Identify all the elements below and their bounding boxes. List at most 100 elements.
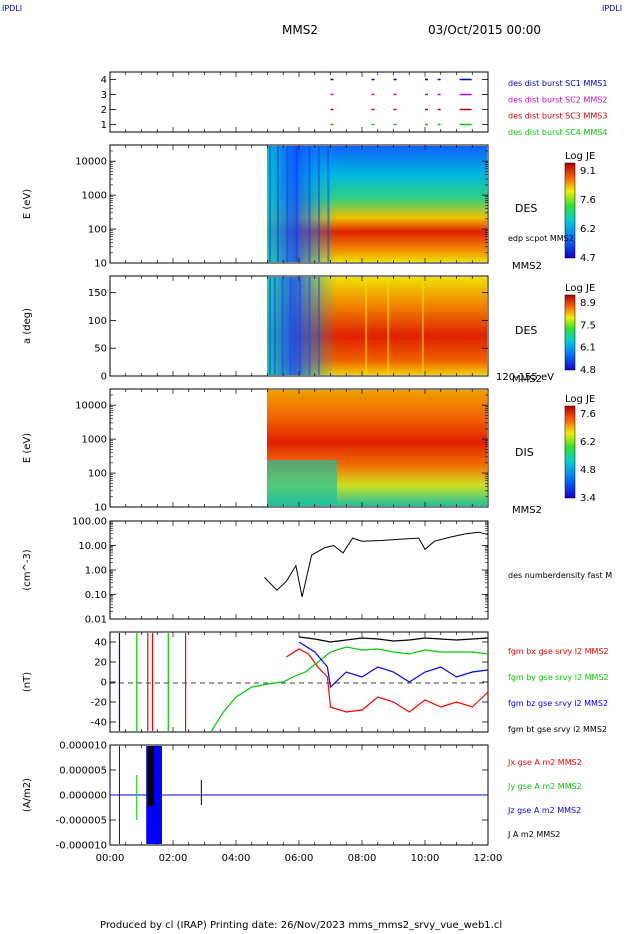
colorbar-tick-label: 7.5	[580, 320, 596, 331]
y-tick-label: -40	[91, 718, 107, 729]
y-tick-label: 1000	[82, 435, 107, 446]
x-tick-label: 12:00	[474, 853, 503, 864]
colorbar-tick-label: 4.7	[580, 253, 596, 264]
date-title: 03/Oct/2015 00:00	[428, 23, 541, 37]
des-energy-colorbar	[564, 162, 576, 259]
y-axis-label: (cm^-3)	[22, 549, 33, 590]
y-tick-label: 1000	[82, 191, 107, 202]
j-burst-block	[147, 746, 154, 806]
colorbar-title: Log JE	[565, 151, 595, 162]
spectrogram-streak	[317, 146, 320, 262]
corner-label-top-left: IPDLI	[2, 4, 22, 13]
x-tick-label: 00:00	[96, 853, 125, 864]
b-legend-entry: fgm by gse srvy l2 MMS2	[508, 673, 609, 682]
spacecraft-label: MMS2	[512, 505, 542, 516]
x-tick-label: 04:00	[222, 853, 251, 864]
corner-label-top-right: IPDLI	[602, 4, 622, 13]
instrument-label: DES	[515, 202, 537, 215]
spacecraft-title: MMS2	[282, 23, 318, 37]
y-tick-label: 100.00	[72, 517, 107, 528]
colorbar-tick-label: 7.6	[580, 195, 596, 206]
availability-legend-entry: des dist burst SC4 MMS4	[508, 128, 607, 137]
x-tick-label: 10:00	[411, 853, 440, 864]
spectrogram-streak	[387, 277, 390, 375]
y-tick-label: 100	[88, 225, 107, 236]
y-tick-label: 10000	[75, 401, 107, 412]
y-tick-label: 0.10	[85, 590, 107, 601]
y-axis-label: (A/m2)	[22, 778, 33, 812]
y-tick-label: 40	[94, 638, 107, 649]
y-tick-label: 0	[101, 372, 107, 383]
spectrogram-streak	[276, 146, 279, 262]
dis-energy-spectrogram	[267, 390, 487, 506]
y-tick-label: 1.00	[85, 566, 107, 577]
j-legend-entry: Jx gse A m2 MMS2	[507, 758, 582, 767]
y-tick-label: 0.000000	[59, 791, 107, 802]
spectrogram-streak	[308, 277, 311, 375]
spectrogram-streak	[365, 277, 368, 375]
y-tick-label: 0.000010	[59, 741, 107, 752]
y-axis-label: a (deg)	[22, 308, 33, 344]
panel-magnetic-field-frame	[109, 631, 489, 733]
instrument-label: DIS	[515, 446, 534, 459]
panel-density-frame	[109, 520, 489, 620]
j-legend-entry: J A m2 MMS2	[507, 830, 560, 839]
y-tick-label: 20	[94, 658, 107, 669]
y-tick-label: -0.000010	[56, 841, 107, 852]
spectrogram-streak	[421, 277, 424, 375]
y-tick-label: 50	[94, 344, 107, 355]
colorbar-tick-label: 4.8	[580, 365, 596, 376]
colorbar-tick-label: 6.2	[580, 437, 596, 448]
colorbar-tick-label: 7.6	[580, 409, 596, 420]
j-legend-entry: Jz gse A m2 MMS2	[507, 806, 581, 815]
y-tick-label: 100	[88, 316, 107, 327]
y-tick-label: -20	[91, 698, 107, 709]
instrument-label: DES	[515, 324, 537, 337]
spectrogram-streak	[308, 146, 311, 262]
availability-legend-entry: des dist burst SC1 MMS1	[508, 79, 607, 88]
y-tick-label: 0	[101, 678, 107, 689]
spectrogram-streak	[281, 277, 284, 375]
spectrogram-streak	[327, 146, 330, 262]
y-tick-label: 2	[101, 105, 107, 116]
colorbar-tick-label: 6.2	[580, 224, 596, 235]
j-legend-entry: Jy gse A m2 MMS2	[507, 782, 582, 791]
y-axis-label: E (eV)	[22, 189, 33, 219]
y-tick-label: 10000	[75, 157, 107, 168]
des-pitch-spectrogram	[267, 277, 487, 375]
b-series-line	[210, 646, 489, 733]
b-series-line	[286, 648, 489, 713]
b-series-line	[298, 636, 489, 643]
colorbar-title: Log JE	[565, 283, 595, 294]
des-energy-spectrogram	[267, 146, 487, 262]
des-pitch-colorbar	[564, 294, 576, 371]
b-legend-entry: fgm bz gse srvy l2 MMS2	[508, 699, 608, 708]
scpot-label: edp scpot MMS2	[508, 234, 574, 243]
spectrogram-streak	[273, 277, 276, 375]
x-tick-label: 08:00	[348, 853, 377, 864]
y-tick-label: 3	[101, 90, 107, 101]
y-tick-label: 10.00	[78, 541, 107, 552]
y-tick-label: 4	[101, 75, 107, 86]
spectrogram-streak	[269, 277, 272, 375]
spectrogram-streak	[289, 277, 292, 375]
energy-range-label: 120-155 eV	[496, 372, 554, 383]
b-legend-entry: fgm bx gse srvy l2 MMS2	[508, 647, 609, 656]
y-tick-label: 10	[94, 259, 107, 270]
y-tick-label: 1	[101, 120, 107, 131]
density-series-line	[264, 531, 489, 598]
y-axis-label: E (eV)	[22, 433, 33, 463]
colorbar-tick-label: 3.4	[580, 493, 596, 504]
y-tick-label: 10	[94, 503, 107, 514]
footer-text: Produced by cl (IRAP) Printing date: 26/…	[100, 920, 502, 931]
y-axis-label: (nT)	[22, 672, 33, 692]
y-tick-label: 0.01	[85, 615, 107, 626]
availability-legend-entry: des dist burst SC2 MMS2	[508, 95, 607, 104]
colorbar-title: Log JE	[565, 394, 595, 405]
colorbar-tick-label: 4.8	[580, 465, 596, 476]
colorbar-tick-label: 8.9	[580, 298, 596, 309]
density-legend-entry: des numberdensity fast M	[508, 571, 612, 580]
spectrogram-streak	[286, 146, 289, 262]
y-tick-label: 100	[88, 469, 107, 480]
